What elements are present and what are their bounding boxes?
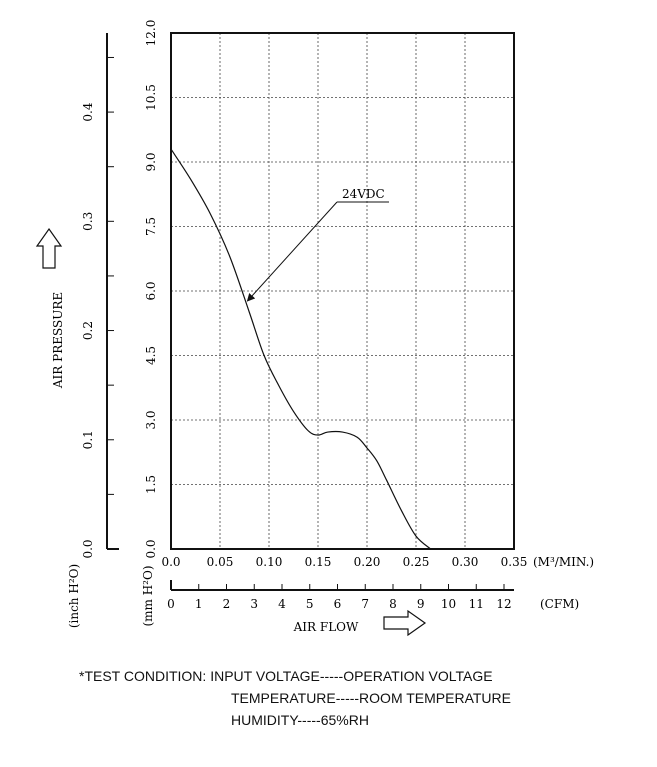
y-tick-label: 4.5 [144, 346, 158, 365]
test-condition-line-3: HUMIDITY-----65%RH [231, 712, 369, 728]
y-axis-label: AIR PRESSURE [51, 292, 65, 389]
x-tick-label: 0.05 [207, 555, 234, 569]
x-tick-label: 0.15 [305, 555, 332, 569]
cfm-tick-label: 11 [469, 597, 484, 611]
cfm-tick-label: 7 [361, 597, 369, 611]
cfm-tick-label: 12 [496, 597, 511, 611]
test-condition-line-1: *TEST CONDITION: INPUT VOLTAGE-----OPERA… [79, 668, 493, 684]
inch-tick-label: 0.0 [81, 539, 95, 558]
annotation-label: 24VDC [342, 187, 385, 201]
series [170, 148, 432, 550]
y-tick-label: 9.0 [144, 152, 158, 171]
inch-tick-label: 0.1 [81, 430, 95, 449]
cfm-tick-label: 10 [441, 597, 456, 611]
axes [35, 32, 515, 637]
x-tick-label: 0.25 [403, 555, 430, 569]
cfm-tick-label: 3 [250, 597, 258, 611]
x-tick-label: 0.20 [354, 555, 381, 569]
inch-tick-label: 0.2 [81, 321, 95, 340]
x-axis-label: AIR FLOW [293, 620, 359, 634]
up-arrow-icon [35, 227, 63, 269]
x-unit-secondary: (CFM) [540, 597, 579, 611]
y-tick-label: 0.0 [144, 539, 158, 558]
cfm-tick-label: 6 [334, 597, 342, 611]
cfm-tick-label: 2 [223, 597, 231, 611]
y-tick-label: 6.0 [144, 281, 158, 300]
y-tick-label: 10.5 [144, 84, 158, 111]
test-condition-line-2: TEMPERATURE-----ROOM TEMPERATURE [231, 690, 511, 706]
inch-tick-label: 0.4 [81, 102, 95, 121]
x-tick-label: 0.35 [501, 555, 528, 569]
inch-tick-label: 0.3 [81, 212, 95, 231]
series-line-24vdc [170, 148, 432, 550]
y-tick-label: 12.0 [144, 20, 158, 47]
y-tick-label: 7.5 [144, 217, 158, 236]
cfm-tick-label: 0 [167, 597, 175, 611]
y-unit-inch: (inch H²O) [67, 564, 81, 628]
y-unit-mm: (mm H²O) [141, 565, 155, 626]
annotations: 24VDC [246, 187, 389, 302]
tick-labels: 0.0 0.05 0.10 0.15 0.20 0.25 0.30 0.35 (M³/MIN.)… [51, 20, 594, 634]
y-tick-label: 1.5 [144, 475, 158, 494]
cfm-tick-label: 5 [306, 597, 314, 611]
cfm-tick-label: 1 [195, 597, 203, 611]
cfm-tick-label: 4 [278, 597, 286, 611]
right-arrow-icon [383, 609, 427, 637]
annotation-arrow [246, 201, 338, 302]
cfm-tick-label: 8 [389, 597, 397, 611]
cfm-tick-label: 9 [417, 597, 425, 611]
x-tick-label: 0.10 [256, 555, 283, 569]
y-tick-label: 3.0 [144, 410, 158, 429]
x-tick-label: 0.30 [452, 555, 479, 569]
x-unit-primary: (M³/MIN.) [533, 555, 594, 569]
x-tick-label: 0.0 [161, 555, 180, 569]
grid [171, 33, 514, 549]
plot-frame [170, 32, 515, 550]
